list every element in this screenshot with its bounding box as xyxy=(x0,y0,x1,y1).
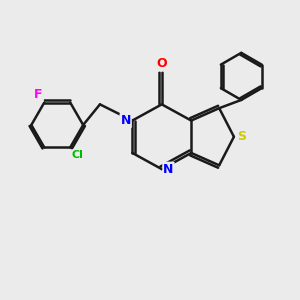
Text: O: O xyxy=(157,58,167,70)
Text: N: N xyxy=(121,114,131,127)
Text: N: N xyxy=(163,163,174,176)
Text: S: S xyxy=(237,130,246,143)
Text: F: F xyxy=(34,88,43,101)
Text: Cl: Cl xyxy=(72,150,84,161)
